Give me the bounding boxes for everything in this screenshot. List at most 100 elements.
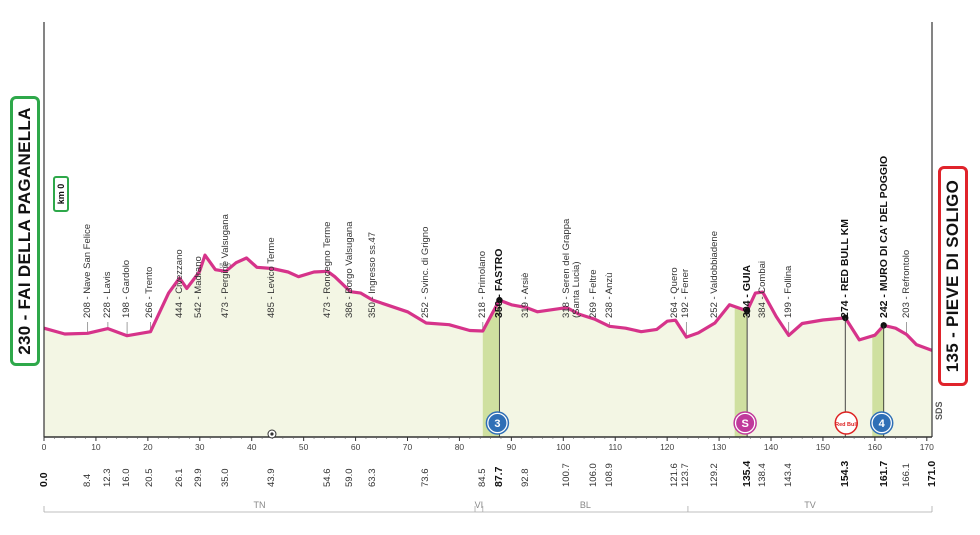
location-label: 199 - Follina — [782, 265, 794, 318]
finish-location-label: 135 - PIEVE DI SOLIGO — [943, 179, 962, 373]
region-label-VI: VI — [475, 500, 484, 510]
x-tick-label-170: 170 — [920, 442, 934, 452]
distance-label: 143.4 — [782, 463, 794, 487]
location-label: 444 - Civezzano — [173, 249, 185, 318]
climb-category-label: 4 — [879, 418, 886, 430]
distance-label: 135.4 — [741, 460, 754, 487]
location-label: 208 - Nave San Felice — [81, 224, 93, 318]
location-label: 203 - Refrontolo — [900, 249, 912, 318]
location-label: 192 - Fener — [680, 268, 692, 318]
distance-label: 166.1 — [900, 463, 912, 487]
location-label: 542 - Madrano — [193, 256, 205, 318]
x-tick-label-30: 30 — [195, 442, 205, 452]
start-location-label: 230 - FAI DELLA PAGANELLA — [15, 107, 34, 355]
distance-label: 161.7 — [877, 460, 890, 487]
climb-category-label: S — [741, 418, 748, 430]
distance-label: 63.3 — [366, 468, 378, 488]
climb-section-3 — [482, 300, 500, 437]
brand-logo-text: SDS — [934, 401, 944, 420]
distance-label: 108.9 — [603, 463, 615, 487]
location-label-secondary: (Santa Lucia) — [570, 261, 582, 318]
x-tick-label-0: 0 — [42, 442, 47, 452]
region-label-BL: BL — [580, 500, 591, 510]
climb-category-badge — [736, 414, 755, 432]
climb-summit-dot — [496, 296, 503, 304]
distance-label: 8.4 — [81, 473, 93, 487]
location-label: 384 - Combai — [756, 260, 768, 318]
distance-label: 171.0 — [926, 460, 938, 487]
location-label: 350 - FASTRO — [493, 248, 506, 318]
location-label: 264 - Quero — [669, 267, 681, 318]
distance-label: 35.0 — [219, 468, 231, 488]
x-tick-label-10: 10 — [91, 442, 101, 452]
fill-layer — [44, 255, 932, 437]
start-location-box: 230 - FAI DELLA PAGANELLA — [10, 96, 40, 366]
distance-label: 100.7 — [560, 463, 572, 487]
climb-category-label: 3 — [494, 418, 500, 430]
climb-section-4 — [872, 325, 884, 437]
feed-zone-icon-center — [270, 432, 274, 436]
location-label: 252 - Svinc. di Grigno — [420, 226, 432, 318]
km-zero-label: km 0 — [56, 183, 66, 205]
location-label: 266 - Trento — [144, 266, 156, 318]
x-tick-label-50: 50 — [299, 442, 309, 452]
distance-label: 92.8 — [519, 468, 531, 488]
elevation-scale-label-500: 500 — [219, 263, 231, 270]
location-label: 473 - Roncegno Terme — [321, 221, 333, 318]
x-tick-label-150: 150 — [816, 442, 830, 452]
location-label: 473 - Pergine Valsugana — [219, 214, 231, 318]
distance-label: 59.0 — [344, 468, 356, 488]
x-tick-label-20: 20 — [143, 442, 153, 452]
distance-label: 138.4 — [756, 463, 768, 487]
finish-location-box: 135 - PIEVE DI SOLIGO — [938, 166, 968, 386]
climb-category-badge — [872, 414, 891, 432]
location-label: 198 - Gardolo — [121, 259, 133, 318]
location-label: 485 - Levico Terme — [265, 237, 277, 318]
red-bull-badge-label: Red Bull — [835, 422, 858, 428]
distance-label: 54.6 — [321, 468, 333, 488]
x-tick-label-120: 120 — [660, 442, 674, 452]
x-tick-label-90: 90 — [507, 442, 517, 452]
sprint-dot — [842, 314, 849, 322]
km-zero-box: km 0 — [53, 176, 69, 212]
distance-label: 20.5 — [144, 468, 156, 488]
region-label-TV: TV — [804, 500, 816, 510]
distance-label: 129.2 — [708, 463, 720, 487]
distance-label: 29.9 — [193, 468, 205, 488]
x-tick-label-60: 60 — [351, 442, 361, 452]
x-tick-label-80: 80 — [455, 442, 465, 452]
location-label: 269 - Feltre — [588, 269, 600, 318]
distance-label: 16.0 — [121, 468, 133, 488]
location-label: 252 - Valdobbiadene — [708, 231, 720, 318]
distance-label: 73.6 — [420, 468, 432, 488]
x-tick-label-100: 100 — [556, 442, 570, 452]
distance-label: 84.5 — [476, 468, 488, 488]
x-tick-label-140: 140 — [764, 442, 778, 452]
location-label: 319 - Arsiè — [519, 272, 531, 318]
distance-label: 154.3 — [839, 460, 852, 487]
distance-label: 123.7 — [680, 463, 692, 487]
distance-label: 26.1 — [173, 468, 185, 488]
location-label: 228 - Lavis — [101, 271, 113, 318]
climb-section-S — [734, 306, 748, 437]
climb-category-badge — [488, 414, 507, 432]
x-tick-label-110: 110 — [608, 442, 622, 452]
distance-label: 106.0 — [588, 463, 600, 487]
location-label: 304 - GUIA — [741, 264, 754, 318]
location-label: 218 - Primolano — [476, 250, 488, 318]
x-tick-label-70: 70 — [403, 442, 413, 452]
x-tick-label-130: 130 — [712, 442, 726, 452]
distance-label: 43.9 — [265, 468, 277, 488]
location-label: 350 - Ingresso ss.47 — [366, 231, 378, 318]
distance-label: 0.0 — [38, 472, 50, 487]
distance-label: 87.7 — [493, 466, 506, 487]
axis-layer: 0 10 20 30 40 50 60 70 80 90 100 110 120 130 140 150 160… — [42, 22, 934, 513]
location-label: 242 - MURO DI CA' DEL POGGIO — [877, 155, 890, 318]
distance-label: 12.3 — [101, 468, 113, 488]
region-label-TN: TN — [254, 500, 266, 510]
location-label: 238 - Anzù — [603, 272, 615, 318]
red-bull-badge — [834, 411, 859, 435]
x-tick-label-40: 40 — [247, 442, 257, 452]
location-label: 386 - Borgo Valsugana — [344, 221, 356, 318]
